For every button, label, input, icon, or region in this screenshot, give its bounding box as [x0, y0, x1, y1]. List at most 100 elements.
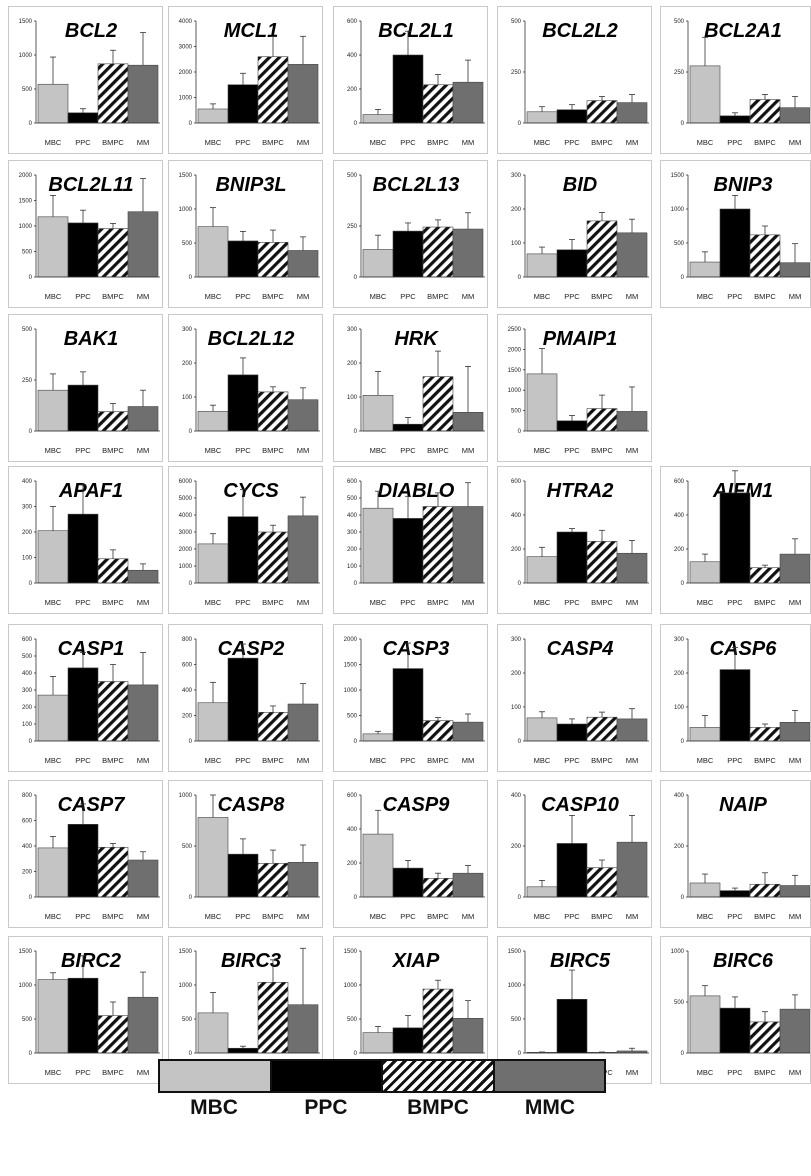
bar-mm [127, 64, 159, 124]
y-tick-label: 0 [189, 1051, 193, 1057]
y-tick-label: 500 [347, 1017, 358, 1023]
x-tick-label: BMPC [262, 138, 284, 147]
y-tick-label: 2000 [508, 347, 522, 353]
chart-title: BIRC3 [221, 950, 281, 972]
bar-mm [616, 411, 648, 432]
chart-title: BCL2L11 [48, 174, 133, 196]
chart-bcl2l12: BCL2L12 0 100 200 300 MBC PPC BMPC MM [182, 327, 320, 455]
x-tick-label: PPC [400, 756, 416, 765]
y-tick-label: 600 [511, 479, 522, 485]
y-tick-label: 4000 [179, 513, 193, 519]
y-tick-label: 500 [347, 714, 358, 720]
x-tick-label: BMPC [754, 756, 776, 765]
x-tick-label: BMPC [591, 912, 613, 921]
x-tick-label: MBC [205, 912, 222, 921]
y-tick-label: 100 [511, 241, 522, 247]
bar-mm [452, 412, 484, 432]
bar-mbc [197, 410, 229, 432]
bar-mbc [362, 507, 394, 584]
chart-pmaip1: PMAIP1 0 500 1000 1500 2000 2500 MBC PPC BMPC MM [508, 327, 649, 455]
bar-mm [127, 569, 159, 584]
y-tick-label: 0 [681, 581, 685, 587]
chart-bak1: BAK1 0 250 500 MBC PPC BMPC MM [22, 327, 160, 455]
x-tick-label: BMPC [427, 138, 449, 147]
bar-mm [287, 399, 319, 432]
y-tick-label: 600 [347, 793, 358, 799]
x-tick-label: BMPC [754, 912, 776, 921]
chart-bcl2l13: BCL2L13 0 250 500 MBC PPC BMPC MM [347, 173, 485, 301]
bar-bmpc [257, 56, 289, 124]
x-tick-label: BMPC [262, 292, 284, 301]
chart-bid: BID 0 100 200 300 MBC PPC BMPC MM [511, 173, 649, 301]
y-tick-label: 200 [22, 530, 33, 536]
y-tick-label: 200 [347, 547, 358, 553]
bar-bmpc [257, 863, 289, 898]
x-tick-label: MBC [205, 598, 222, 607]
y-tick-label: 500 [347, 496, 358, 502]
chart-panel-bcl2l11: BCL2L11 0 500 1000 1500 2000 MBC PPC BMPC MM [8, 160, 163, 308]
y-tick-label: 600 [347, 19, 358, 25]
y-tick-label: 0 [681, 739, 685, 745]
bar-mbc [689, 882, 721, 898]
x-tick-label: PPC [564, 912, 580, 921]
y-tick-label: 1000 [671, 949, 685, 955]
y-tick-label: 400 [511, 513, 522, 519]
y-tick-label: 0 [189, 895, 193, 901]
x-tick-label: BMPC [262, 756, 284, 765]
bar-bmpc [97, 846, 129, 898]
y-tick-label: 0 [681, 275, 685, 281]
y-tick-label: 1500 [344, 663, 358, 669]
x-tick-label: MM [297, 598, 310, 607]
chart-panel-bnip3l: BNIP3L 0 500 1000 1500 MBC PPC BMPC MM [168, 160, 323, 308]
bar-bmpc [586, 867, 618, 898]
y-tick-label: 250 [22, 378, 33, 384]
bar-mm [287, 515, 319, 584]
y-tick-label: 400 [22, 671, 33, 677]
y-tick-label: 0 [354, 275, 358, 281]
chart-panel-birc2: BIRC2 0 500 1000 1500 MBC PPC BMPC MM [8, 936, 163, 1084]
legend-swatch-bmpc [383, 1061, 495, 1091]
bar-bmpc [257, 391, 289, 432]
x-tick-label: BMPC [754, 138, 776, 147]
y-tick-label: 200 [511, 844, 522, 850]
bar-bmpc [97, 228, 129, 278]
x-tick-label: MM [789, 598, 802, 607]
y-tick-label: 200 [511, 671, 522, 677]
y-tick-label: 500 [22, 654, 33, 660]
bar-ppc [392, 867, 424, 898]
y-tick-label: 0 [518, 121, 522, 127]
bar-mbc [37, 979, 69, 1054]
y-tick-label: 0 [518, 895, 522, 901]
y-tick-label: 250 [347, 224, 358, 230]
y-tick-label: 100 [182, 395, 193, 401]
y-tick-label: 1500 [179, 949, 193, 955]
x-tick-label: BMPC [102, 598, 124, 607]
chart-panel-htra2: HTRA2 0 200 400 600 MBC PPC BMPC MM [497, 466, 652, 614]
bar-bmpc [749, 727, 781, 742]
y-tick-label: 100 [22, 556, 33, 562]
x-tick-label: PPC [75, 912, 91, 921]
x-tick-label: MM [789, 756, 802, 765]
y-tick-label: 400 [347, 827, 358, 833]
y-tick-label: 1000 [19, 224, 33, 230]
x-tick-label: BMPC [102, 1068, 124, 1077]
x-tick-label: PPC [75, 138, 91, 147]
y-tick-label: 500 [511, 1017, 522, 1023]
y-tick-label: 500 [22, 327, 33, 333]
y-tick-label: 0 [29, 275, 33, 281]
y-tick-label: 300 [674, 637, 685, 643]
bar-ppc [67, 384, 99, 432]
chart-panel-apaf1: APAF1 0 100 200 300 400 MBC PPC BMPC MM [8, 466, 163, 614]
y-tick-label: 6000 [179, 479, 193, 485]
chart-panel-pmaip1: PMAIP1 0 500 1000 1500 2000 2500 MBC PPC BMPC MM [497, 314, 652, 462]
y-tick-label: 400 [511, 793, 522, 799]
bar-bmpc [97, 1015, 129, 1054]
y-tick-label: 100 [22, 722, 33, 728]
bar-mm [287, 64, 319, 124]
y-tick-label: 0 [354, 739, 358, 745]
y-tick-label: 0 [518, 581, 522, 587]
bar-mbc [362, 249, 394, 278]
x-tick-label: MM [297, 912, 310, 921]
x-tick-label: PPC [727, 912, 743, 921]
x-tick-label: MBC [205, 292, 222, 301]
